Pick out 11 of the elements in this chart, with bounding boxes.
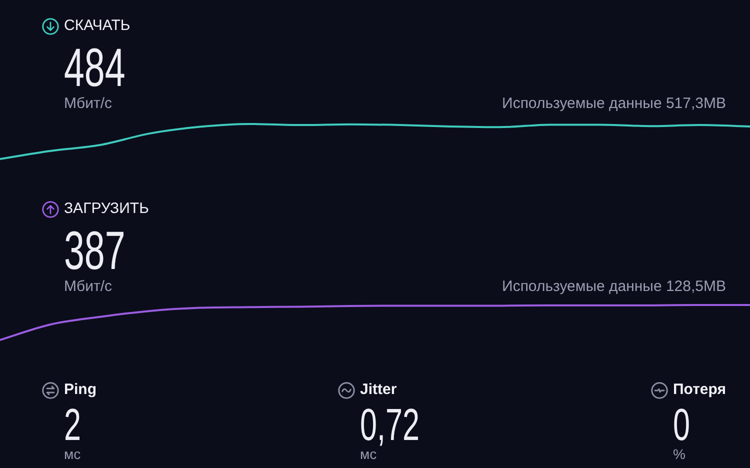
text: 484 <box>64 38 126 98</box>
text: Используемые данные 128,5MB <box>502 278 726 296</box>
text: Используемые данные 517,3MB <box>502 95 726 113</box>
chart-title: СКАЧАТЬ <box>64 17 130 35</box>
text: 387 <box>64 221 126 281</box>
text: Мбит/с <box>64 95 112 113</box>
chart-title: ЗАГРУЗИТЬ <box>64 200 149 218</box>
text: Потеря <box>673 381 726 399</box>
text: Ping <box>64 381 96 399</box>
text: Мбит/с <box>64 278 112 296</box>
text: Jitter <box>360 381 397 399</box>
